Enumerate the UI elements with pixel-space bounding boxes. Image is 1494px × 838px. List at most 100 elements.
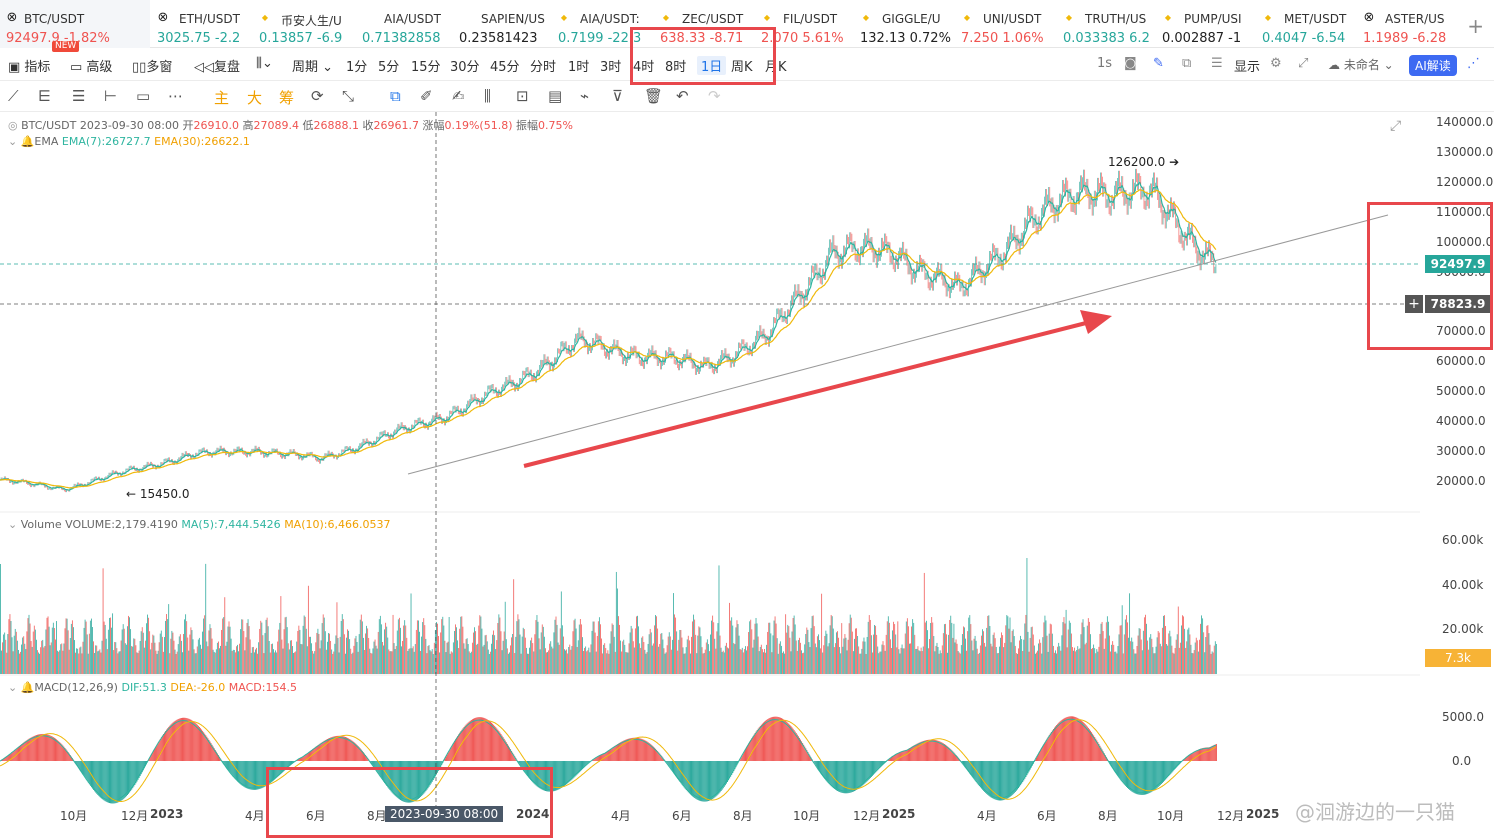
interval-button[interactable]: 1分 — [346, 60, 368, 75]
ticker-tab[interactable]: ◆ TRUTH/US 0.033383 6.2 — [1057, 0, 1154, 48]
volume-bar — [263, 653, 265, 674]
volume-bar — [445, 652, 447, 674]
display-button[interactable]: 显示 — [1234, 60, 1261, 75]
macd-histogram-bar — [101, 761, 103, 799]
interval-button[interactable]: 5分 — [378, 60, 400, 75]
settings-icon[interactable]: ⚙ — [1270, 56, 1282, 71]
interval-button[interactable]: 1日 — [697, 56, 727, 75]
pen-icon[interactable]: ✎ — [1153, 56, 1164, 71]
ticker-tab[interactable]: ⊗ BTC/USDT 92497.9 -1.82% NEW — [0, 0, 150, 52]
macd-histogram-bar — [739, 759, 741, 761]
copy-icon[interactable]: ⧉ — [390, 87, 401, 105]
ticker-tab[interactable]: ◆ GIGGLE/U 132.13 0.72% — [854, 0, 953, 48]
interval-button[interactable]: 周K — [731, 60, 753, 75]
indicators-button[interactable]: ▣ 指标 — [8, 60, 51, 75]
volume-bar — [684, 653, 686, 674]
chips-button[interactable]: 筹 — [279, 89, 295, 107]
macd-histogram-bar — [479, 717, 481, 761]
volume-bar — [442, 616, 444, 674]
interval-button[interactable]: 15分 — [411, 60, 441, 75]
interval-button[interactable]: 8时 — [665, 60, 687, 75]
candles-icon[interactable]: ⫼ — [484, 87, 491, 105]
volume-bar — [618, 616, 619, 674]
share-icon[interactable]: ⋰ — [1467, 56, 1480, 71]
interval-button[interactable]: 4时 — [633, 60, 655, 75]
macd-histogram-bar — [611, 747, 613, 761]
ticker-tab[interactable]: ◆ AIA/USDT: 0.7199 -22.3 — [552, 0, 652, 48]
add-alert-icon[interactable]: + — [1405, 295, 1423, 313]
ticker-tab[interactable]: SAPIEN/US 0.23581423 — [453, 0, 551, 48]
big-order-button[interactable]: 大 — [247, 89, 263, 107]
more-tools-icon[interactable]: ⋯ — [168, 87, 183, 105]
trendline-icon[interactable]: ⟋ — [8, 87, 19, 105]
volume-bar — [838, 637, 839, 674]
advanced-button[interactable]: ▭ 高级 — [70, 60, 113, 75]
interval-button[interactable]: 1时 — [568, 60, 590, 75]
macd-histogram-bar — [256, 761, 258, 790]
interval-button[interactable]: 分时 — [530, 60, 557, 75]
fullscreen-icon[interactable]: ⤢ — [1298, 56, 1309, 71]
undo-icon[interactable]: ↶ — [676, 87, 689, 105]
expand-icon[interactable]: ⤢ — [1390, 118, 1402, 134]
rectangle-icon[interactable]: ▭ — [136, 87, 151, 105]
ticker-tab[interactable]: ◆ FIL/USDT 2.070 5.61% — [755, 0, 852, 48]
ai-explain-button[interactable]: AI解读 — [1409, 55, 1457, 76]
layout-name-dropdown[interactable]: ☁ 未命名 ⌄ — [1328, 58, 1394, 72]
list-icon[interactable]: ☰ — [1211, 56, 1223, 71]
ticker-tab[interactable]: ◆ ZEC/USDT 638.33 -8.71 — [654, 0, 754, 48]
multi-window-button[interactable]: ▯▯多窗 — [132, 60, 173, 75]
camera-icon[interactable]: ◙ — [1124, 56, 1137, 71]
volume-collapse-icon[interactable]: ⌄ — [8, 518, 18, 531]
volume-bar — [1012, 629, 1014, 674]
ticker-tab[interactable]: ◆ 币安人生/U 0.13857 -6.9 — [253, 0, 354, 48]
candle-type-icon[interactable]: ⫼⌄ — [256, 56, 273, 71]
macd-histogram-bar — [110, 761, 112, 804]
volume-bar — [577, 640, 579, 674]
macd-histogram-bar — [1015, 761, 1017, 791]
add-tab-icon[interactable]: + — [1467, 14, 1484, 38]
macd-histogram-bar — [359, 748, 361, 761]
parallel-lines-icon[interactable]: ⋿ — [38, 87, 52, 105]
collapse-icon[interactable]: ⌄ — [8, 135, 18, 148]
ticker-tab[interactable]: ◆ UNI/USDT 7.250 1.06% — [955, 0, 1055, 48]
horizontal-ray-icon[interactable]: ⊢ — [104, 87, 118, 105]
redo-icon[interactable]: ↷ — [708, 87, 721, 105]
replay-button[interactable]: ◁◁复盘 — [194, 60, 241, 75]
volume-axis-label: 20.00k — [1442, 622, 1484, 636]
eye-icon[interactable]: ◎ — [8, 119, 18, 132]
seconds-button[interactable]: 1s — [1097, 56, 1113, 71]
volume-bar — [1074, 647, 1075, 674]
macd-histogram-bar — [1153, 761, 1155, 791]
ticker-tab[interactable]: ◆ MET/USDT 0.4047 -6.54 — [1256, 0, 1355, 48]
interval-button[interactable]: 30分 — [450, 60, 480, 75]
period-dropdown[interactable]: 周期 ⌄ — [292, 60, 334, 75]
macd-histogram-bar — [796, 734, 798, 761]
main-indicator-button[interactable]: 主 — [214, 89, 230, 107]
ticker-tab[interactable]: ⊗ ASTER/US 1.1989 -6.28 — [1357, 0, 1457, 48]
volume-bar — [939, 650, 941, 674]
filter-icon[interactable]: ⊽ — [612, 87, 623, 105]
macd-collapse-icon[interactable]: ⌄ — [8, 681, 18, 694]
measure-icon[interactable]: ⤡ — [342, 87, 355, 105]
ruler-icon[interactable]: ✐ — [420, 87, 433, 105]
ticker-tab[interactable]: ◆ PUMP/USI 0.002887 -1 — [1156, 0, 1254, 48]
interval-button[interactable]: 3时 — [600, 60, 622, 75]
lock-icon[interactable]: ⊡ — [516, 87, 529, 105]
trash-icon[interactable]: 🗑 — [644, 87, 664, 105]
macd-alert-icon[interactable]: 🔔 — [20, 681, 35, 694]
sync-icon[interactable]: ⟳ — [311, 87, 324, 105]
ticker-tab[interactable]: ⊗ ETH/USDT 3025.75 -2.2 — [151, 0, 251, 48]
popout-icon[interactable]: ⧉ — [1182, 56, 1192, 71]
volume-bar — [1028, 651, 1030, 674]
ticker-tab[interactable]: AIA/USDT 0.71382858 — [356, 0, 451, 48]
note-icon[interactable]: ▤ — [548, 87, 563, 105]
chart-canvas[interactable] — [0, 112, 1494, 838]
alert-icon[interactable]: 🔔 — [20, 135, 35, 148]
macd-histogram-bar — [252, 761, 254, 790]
interval-button[interactable]: 45分 — [490, 60, 520, 75]
macd-histogram-bar — [169, 725, 171, 761]
macd-histogram-bar — [409, 761, 411, 803]
magnet-icon[interactable]: ⌁ — [580, 87, 590, 105]
horizontal-lines-icon[interactable]: ☰ — [72, 87, 86, 105]
brush-icon[interactable]: ✍ — [452, 87, 465, 105]
